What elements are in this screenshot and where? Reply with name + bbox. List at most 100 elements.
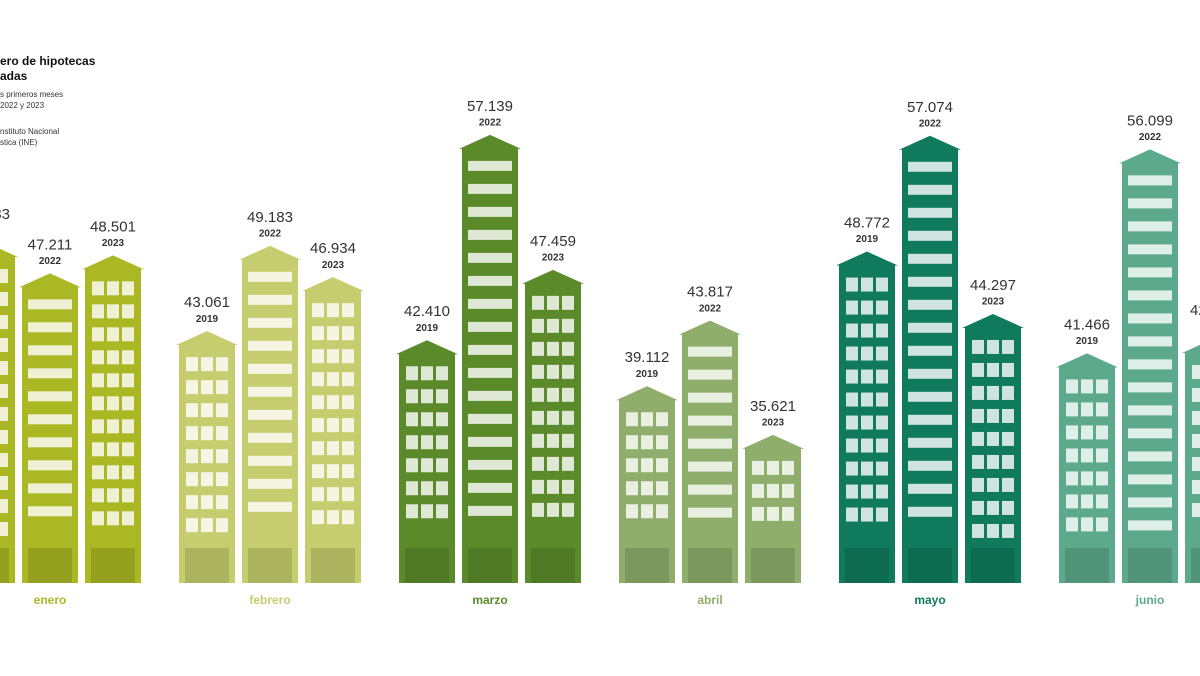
window bbox=[626, 504, 638, 519]
window bbox=[1081, 379, 1093, 394]
door bbox=[28, 548, 72, 583]
window bbox=[1002, 408, 1014, 423]
window bbox=[861, 300, 873, 315]
source: stica (INE) bbox=[0, 138, 38, 147]
window bbox=[1192, 434, 1200, 448]
window bbox=[547, 364, 559, 379]
window bbox=[248, 432, 292, 443]
door bbox=[971, 548, 1015, 583]
window bbox=[876, 346, 888, 361]
window bbox=[201, 426, 213, 441]
value-label: 56.099 bbox=[1127, 112, 1173, 129]
window bbox=[107, 327, 119, 342]
window bbox=[107, 350, 119, 365]
door bbox=[248, 548, 292, 583]
window bbox=[876, 415, 888, 430]
window bbox=[547, 295, 559, 310]
window bbox=[248, 340, 292, 351]
window bbox=[436, 504, 448, 519]
window bbox=[0, 430, 8, 445]
door bbox=[0, 548, 9, 583]
window bbox=[122, 419, 134, 434]
subtitle: s primeros meses bbox=[0, 90, 63, 99]
window bbox=[1081, 448, 1093, 463]
window bbox=[1128, 313, 1172, 324]
window bbox=[421, 504, 433, 519]
window bbox=[972, 408, 984, 423]
window bbox=[688, 415, 732, 426]
window bbox=[0, 361, 8, 376]
year-label: 2022 bbox=[699, 303, 722, 314]
window bbox=[342, 510, 354, 525]
window bbox=[468, 459, 512, 470]
window bbox=[1066, 379, 1078, 394]
window bbox=[107, 511, 119, 526]
door bbox=[688, 548, 732, 583]
window bbox=[547, 479, 559, 494]
window bbox=[876, 507, 888, 522]
window bbox=[248, 363, 292, 374]
year-label: 2019 bbox=[416, 323, 439, 334]
value-label: 42.410 bbox=[404, 303, 450, 320]
subtitle: 2022 y 2023 bbox=[0, 101, 45, 110]
window bbox=[342, 303, 354, 318]
window bbox=[532, 387, 544, 402]
window bbox=[1066, 494, 1078, 509]
window bbox=[248, 478, 292, 489]
window bbox=[312, 349, 324, 364]
window bbox=[248, 501, 292, 512]
building bbox=[1182, 344, 1200, 583]
window bbox=[122, 304, 134, 319]
window bbox=[468, 505, 512, 516]
window bbox=[28, 506, 72, 517]
window bbox=[641, 481, 653, 496]
building bbox=[679, 320, 741, 583]
value-label: 42.500 bbox=[1190, 302, 1200, 319]
window bbox=[92, 396, 104, 411]
window bbox=[562, 364, 574, 379]
building bbox=[899, 135, 961, 583]
year-label: 2023 bbox=[762, 418, 785, 429]
window bbox=[908, 506, 952, 517]
window bbox=[312, 464, 324, 479]
window bbox=[876, 392, 888, 407]
window bbox=[107, 281, 119, 296]
door bbox=[625, 548, 669, 583]
window bbox=[846, 369, 858, 384]
door bbox=[185, 548, 229, 583]
window bbox=[122, 396, 134, 411]
window bbox=[547, 341, 559, 356]
window bbox=[406, 435, 418, 450]
window bbox=[468, 298, 512, 309]
building bbox=[962, 313, 1024, 583]
window bbox=[342, 372, 354, 387]
year-label: 2022 bbox=[479, 118, 502, 129]
window bbox=[107, 373, 119, 388]
window bbox=[688, 461, 732, 472]
door bbox=[908, 548, 952, 583]
window bbox=[1066, 517, 1078, 532]
window bbox=[1192, 457, 1200, 471]
month-label: enero bbox=[34, 593, 67, 607]
year-label: 2019 bbox=[1076, 336, 1099, 347]
window bbox=[908, 161, 952, 172]
window bbox=[216, 380, 228, 395]
window bbox=[688, 438, 732, 449]
window bbox=[876, 461, 888, 476]
value-label: 44.297 bbox=[970, 277, 1016, 294]
window bbox=[861, 415, 873, 430]
window bbox=[1128, 474, 1172, 485]
window bbox=[107, 442, 119, 457]
door bbox=[405, 548, 449, 583]
window bbox=[92, 488, 104, 503]
window bbox=[782, 506, 794, 521]
window bbox=[861, 461, 873, 476]
source: nstituto Nacional bbox=[0, 127, 59, 136]
window bbox=[861, 277, 873, 292]
value-label: 35.621 bbox=[750, 398, 796, 415]
window bbox=[846, 346, 858, 361]
window bbox=[92, 442, 104, 457]
window bbox=[767, 483, 779, 498]
window bbox=[656, 458, 668, 473]
